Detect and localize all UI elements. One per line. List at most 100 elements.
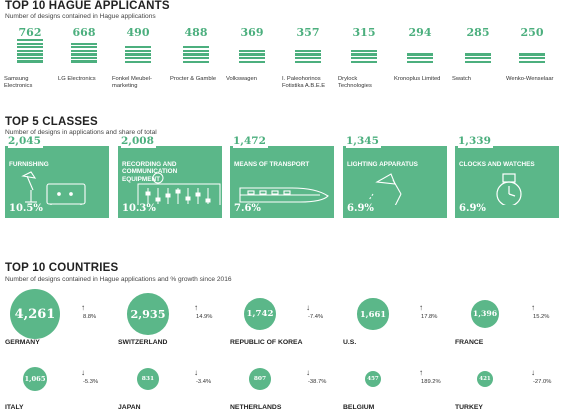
classes-title: TOP 5 CLASSES (5, 116, 98, 128)
applicant-column: 762 Samsung Electronics (4, 26, 56, 89)
class-card: 1,472 MEANS OF TRANSPORT (230, 135, 334, 205)
class-name: RECORDING AND COMMUNICATION EQUIPMENT (122, 161, 178, 183)
applicant-column: 668 LG Electronics (58, 26, 110, 82)
country-bubble: 1,065 (22, 366, 48, 392)
applicant-bar-segment (407, 60, 433, 63)
arrow-up-icon: ↑ (419, 368, 423, 377)
applicant-name: Drylock Technologies (338, 76, 372, 89)
applicant-value: 488 (184, 26, 208, 39)
applicant-column: 490 Fonkel Meubel-marketing (112, 26, 164, 89)
arrow-up-icon: ↑ (194, 303, 198, 312)
applicant-bar-segment (71, 60, 97, 63)
applicant-bar-segment (295, 56, 321, 60)
country-name: JAPAN (118, 404, 141, 411)
applicant-bar-stack (407, 53, 433, 63)
class-share: 6.9% (459, 203, 486, 214)
applicant-name: Swatch (452, 76, 472, 82)
class-share: 10.5% (9, 203, 43, 214)
country-bubble: 457 (364, 370, 382, 388)
applicant-bar-segment (17, 46, 43, 49)
class-name: LIGHTING APPARATUS (347, 161, 418, 168)
applicant-bar-segment (465, 53, 491, 56)
class-share-strip: 10.5% (5, 203, 109, 218)
applicant-bar-stack (17, 39, 43, 63)
applicant-name: Fonkel Meubel-marketing (112, 76, 152, 89)
countries-subtitle: Number of designs contained in Hague app… (5, 276, 232, 283)
country-growth: -27.0% (533, 379, 552, 385)
train-icon (239, 187, 329, 203)
applicant-bar-segment (125, 46, 151, 49)
arrow-down-icon: ↓ (306, 368, 310, 377)
class-share-strip: 6.9% (455, 203, 559, 218)
country-growth: -5.3% (83, 379, 99, 385)
applicant-bar-segment (295, 60, 321, 63)
country-bubble: 4,261 (10, 289, 60, 339)
applicant-column: 250 Wenko-Wenselaar (506, 26, 558, 82)
country-growth: 8.8% (83, 314, 97, 320)
applicant-column: 357 I. Paleohorinos Fotistika A.B.E.E (282, 26, 334, 89)
country-bubble: 1,742 (244, 298, 276, 330)
applicant-bar-segment (125, 49, 151, 52)
applicant-bar-segment (17, 53, 43, 56)
applicant-bar-stack (465, 53, 491, 63)
applicant-bar-segment (71, 42, 97, 45)
applicant-bar-segment (295, 49, 321, 52)
applicant-bar-segment (351, 53, 377, 56)
class-value: 2,008 (121, 135, 156, 148)
country-growth: 15.2% (533, 314, 550, 320)
applicant-bar-segment (407, 56, 433, 60)
applicant-bar-segment (17, 42, 43, 45)
arrow-down-icon: ↓ (306, 303, 310, 312)
class-card: 2,045 FURNISHING (5, 135, 109, 205)
applicant-bar-segment (183, 49, 209, 52)
applicant-bar-stack (519, 53, 545, 63)
applicant-bar-segment (17, 60, 43, 63)
class-value: 2,045 (8, 135, 43, 148)
applicant-name: Kronoplus Limited (394, 76, 441, 82)
lamp-icon (368, 173, 402, 205)
applicant-name: Procter & Gamble (170, 76, 217, 82)
applicant-bar-segment (407, 53, 433, 56)
countries-title: TOP 10 COUNTRIES (5, 262, 119, 274)
country-name: REPUBLIC OF KOREA (230, 339, 303, 346)
country-bubble: 2,935 (127, 293, 169, 335)
country-name: GERMANY (5, 339, 40, 346)
applicant-bar-segment (351, 56, 377, 60)
applicant-bar-segment (239, 56, 265, 60)
applicant-bar-segment (239, 49, 265, 52)
country-bubble: 1,661 (357, 298, 389, 330)
class-card: 1,339 CLOCKS AND WATCHES (455, 135, 559, 205)
class-share: 10.3% (122, 203, 156, 214)
country-growth: -3.4% (196, 379, 212, 385)
applicant-column: 488 Procter & Gamble (170, 26, 222, 82)
applicant-bar-segment (125, 53, 151, 56)
country-bubble: 1,396 (470, 299, 500, 329)
applicant-bar-segment (17, 56, 43, 60)
applicant-bar-segment (519, 53, 545, 56)
country-growth: 14.9% (196, 314, 213, 320)
applicant-value: 357 (296, 26, 320, 39)
country-bubble: 421 (477, 371, 493, 387)
applicant-bar-stack (239, 49, 265, 63)
applicant-value: 250 (520, 26, 544, 39)
applicant-bar-segment (239, 60, 265, 63)
applicant-bar-segment (239, 53, 265, 56)
class-share: 6.9% (347, 203, 374, 214)
applicant-bar-segment (351, 49, 377, 52)
applicant-bar-segment (71, 56, 97, 60)
class-value: 1,345 (346, 135, 381, 148)
country-name: ITALY (5, 404, 24, 411)
applicant-bar-stack (125, 46, 151, 63)
applicant-bar-segment (183, 46, 209, 49)
applicant-bar-segment (71, 53, 97, 56)
country-name: NETHERLANDS (230, 404, 282, 411)
applicant-bar-segment (71, 46, 97, 49)
furniture-icon (21, 171, 86, 205)
class-card: 1,345 LIGHTING APPARATUS (343, 135, 447, 205)
applicant-value: 315 (352, 26, 376, 39)
arrow-down-icon: ↓ (81, 368, 85, 377)
arrow-down-icon: ↓ (531, 368, 535, 377)
applicant-bar-segment (183, 60, 209, 63)
applicant-bar-segment (125, 56, 151, 60)
applicant-value: 285 (466, 26, 490, 39)
